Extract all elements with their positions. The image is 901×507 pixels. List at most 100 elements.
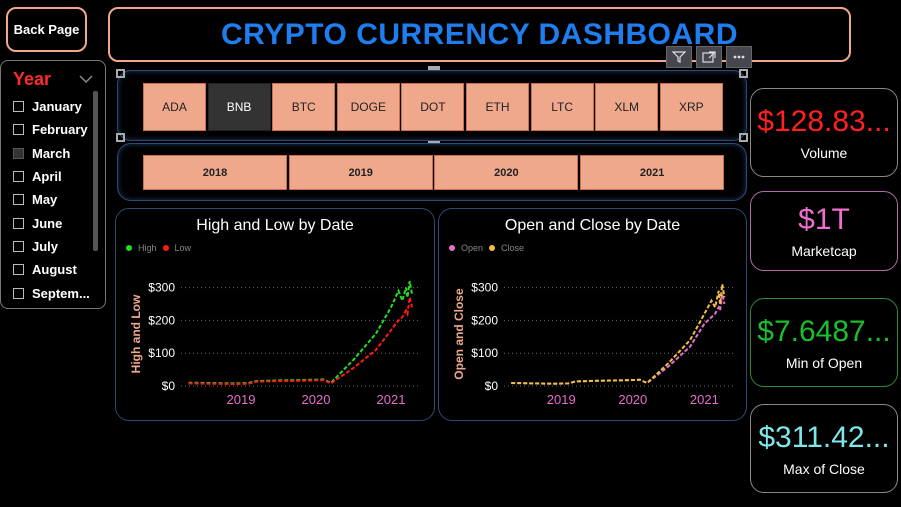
month-label: August [32, 262, 77, 278]
checkbox[interactable] [13, 287, 24, 299]
legend-dot-open [449, 245, 455, 251]
x-tick-label: 2020 [302, 392, 331, 407]
kpi-label: Min of Open [785, 354, 863, 371]
kpi-value: $311.42... [758, 420, 890, 454]
legend-label-high: High [138, 243, 157, 253]
month-label: June [32, 215, 63, 231]
checkbox[interactable] [13, 194, 24, 206]
resize-handle[interactable] [116, 133, 125, 142]
y-tick-label: $200 [471, 313, 498, 327]
back-page-button[interactable]: Back Page [6, 7, 87, 52]
high-low-chart: High and Low by Date High Low High and L… [115, 208, 435, 421]
x-tick-label: 2019 [227, 392, 256, 407]
year-slicer-label: Year [13, 69, 52, 89]
open-close-chart: Open and Close by Date Open Close Open a… [438, 208, 747, 421]
month-label: January [32, 99, 82, 115]
y-tick-label: $100 [148, 346, 175, 360]
kpi-label: Volume [800, 144, 848, 161]
coin-button-xrp[interactable]: XRP [659, 83, 723, 131]
resize-handle[interactable] [739, 69, 748, 78]
kpi-max-close-card: $311.42... Max of Close [750, 404, 898, 493]
month-option[interactable]: May [13, 188, 90, 211]
legend-label-open: Open [461, 243, 484, 253]
coin-button-bnb[interactable]: BNB [207, 83, 271, 131]
checkbox[interactable] [13, 264, 24, 276]
year-button-2018[interactable]: 2018 [143, 155, 287, 190]
coin-button-xlm[interactable]: XLM [595, 83, 659, 131]
focus-mode-icon[interactable] [696, 46, 722, 68]
dashboard-title-box: CRYPTO CURRENCY DASHBOARD [108, 7, 851, 62]
year-slicer: Year January February March April May June Jul… [0, 60, 106, 309]
month-label: March [32, 145, 71, 161]
legend-label-low: Low [174, 243, 192, 253]
coin-button-btc[interactable]: BTC [272, 83, 336, 131]
checkbox[interactable] [13, 147, 24, 159]
series-line-open [511, 293, 726, 385]
kpi-value: $7.6487... [757, 314, 891, 348]
legend-dot-low [162, 245, 169, 251]
year-button-2019[interactable]: 2019 [288, 155, 433, 190]
coin-button-doge[interactable]: DOGE [336, 83, 400, 131]
kpi-volume-card: $128.83... Volume [750, 88, 898, 177]
month-list: January February March April May June July Augu… [13, 95, 90, 305]
chart-plot-area: $0 $100 $200 $300 2019 2020 2021 [148, 280, 421, 407]
checkbox[interactable] [13, 240, 24, 252]
x-tick-label: 2019 [547, 392, 576, 407]
y-tick-label: $300 [471, 281, 498, 295]
kpi-marketcap-card: $1T Marketcap [750, 191, 898, 271]
month-option[interactable]: April [13, 165, 90, 188]
kpi-min-open-card: $7.6487... Min of Open [750, 298, 898, 387]
x-tick-label: 2020 [618, 392, 647, 407]
more-options-icon[interactable] [726, 46, 752, 68]
resize-handle[interactable] [739, 133, 748, 142]
resize-handle[interactable] [116, 69, 125, 78]
chart-legend: High Low [126, 243, 191, 253]
y-tick-label: $0 [485, 379, 499, 393]
month-label: Septem... [32, 285, 90, 301]
year-button-2021[interactable]: 2021 [580, 155, 725, 190]
checkbox[interactable] [13, 171, 24, 183]
checkbox[interactable] [13, 124, 24, 136]
chart-title: Open and Close by Date [504, 217, 681, 234]
month-option[interactable]: July [13, 235, 90, 258]
kpi-value: $1T [798, 203, 850, 236]
y-tick-label: $300 [148, 281, 175, 295]
coin-button-ada[interactable]: ADA [143, 83, 206, 131]
slicer-scrollbar[interactable] [93, 91, 98, 251]
chevron-down-icon[interactable] [79, 75, 93, 83]
legend-label-close: Close [501, 243, 525, 253]
coin-button-dot[interactable]: DOT [401, 83, 465, 131]
month-option[interactable]: August [13, 258, 90, 281]
coin-button-ltc[interactable]: LTC [530, 83, 594, 131]
resize-handle[interactable] [428, 66, 440, 70]
checkbox[interactable] [13, 101, 24, 113]
visual-toolbar [666, 46, 752, 68]
chart-title: High and Low by Date [196, 217, 354, 234]
month-label: February [32, 122, 88, 138]
series-line-close [511, 284, 726, 385]
chart-plot-area: $0 $100 $200 $300 2019 2020 2021 [471, 281, 733, 407]
kpi-value: $128.83... [757, 104, 891, 138]
month-label: July [32, 238, 59, 254]
kpi-label: Marketcap [791, 243, 857, 259]
year-button-slicer: 2018 2019 2020 2021 [117, 143, 747, 201]
y-tick-label: $100 [471, 346, 498, 360]
chart-legend: Open Close [449, 243, 524, 253]
legend-dot-high [126, 245, 132, 251]
series-line-high [188, 280, 413, 385]
month-option[interactable]: Septem... [13, 281, 90, 304]
month-option[interactable]: February [13, 118, 90, 141]
coin-button-eth[interactable]: ETH [466, 83, 529, 131]
month-option[interactable]: January [13, 95, 90, 118]
legend-dot-close [489, 245, 496, 251]
month-option[interactable]: June [13, 211, 90, 234]
year-button-2020[interactable]: 2020 [434, 155, 579, 190]
y-tick-label: $0 [162, 379, 176, 393]
checkbox[interactable] [13, 217, 24, 229]
filter-icon[interactable] [666, 46, 692, 68]
page-title: CRYPTO CURRENCY DASHBOARD [221, 17, 738, 51]
x-tick-label: 2021 [377, 392, 406, 407]
month-option[interactable]: March [13, 142, 90, 165]
month-label: May [32, 192, 58, 208]
coin-slicer: ADA BNB BTC DOGE DOT ETH LTC XLM XRP [116, 66, 748, 145]
